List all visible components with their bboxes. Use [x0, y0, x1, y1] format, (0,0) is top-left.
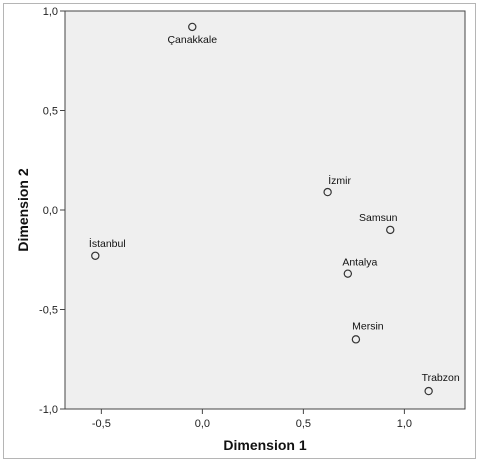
x-tick-label: 0,5	[296, 418, 311, 430]
point-label: İstanbul	[89, 237, 126, 250]
y-tick-label: -0,5	[39, 305, 58, 317]
point-label: Samsun	[359, 212, 398, 224]
scatter-point	[91, 251, 100, 260]
y-tick-label: 0,0	[43, 205, 58, 217]
x-tick-label: -0,5	[92, 418, 111, 430]
scatter-point	[351, 335, 361, 344]
scatter-point	[343, 269, 353, 278]
scatter-point	[424, 386, 433, 396]
point-label: Trabzon	[422, 372, 460, 384]
y-tick-label: 0,5	[43, 106, 58, 118]
scatter-point	[323, 187, 332, 197]
y-axis-title: Dimension 2	[15, 168, 31, 251]
x-axis-title: Dimension 1	[223, 437, 306, 453]
point-label: Çanakkale	[167, 34, 217, 46]
x-tick-label: 1,0	[397, 418, 412, 430]
plot-area	[64, 10, 466, 410]
x-tick-label: 0,0	[195, 418, 210, 430]
point-label: Mersin	[352, 320, 384, 332]
y-tick-label: -1,0	[39, 404, 58, 416]
point-label: Antalya	[342, 257, 377, 269]
point-label: İzmir	[328, 174, 351, 187]
y-tick-label: 1,0	[43, 6, 58, 18]
scatter-point	[188, 22, 197, 32]
scatter-point	[386, 225, 395, 235]
